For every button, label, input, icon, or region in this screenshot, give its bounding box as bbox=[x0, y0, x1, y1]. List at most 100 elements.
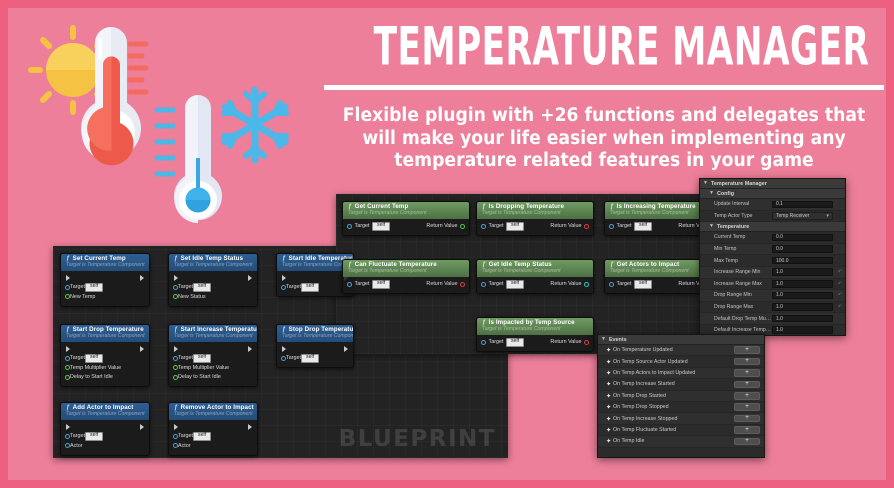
property-input[interactable]: 1.0 bbox=[772, 280, 833, 288]
node-pin[interactable]: Delay to Start Idle bbox=[65, 373, 145, 383]
property-input[interactable]: 1.0 bbox=[772, 268, 833, 277]
exec-row[interactable] bbox=[65, 274, 145, 283]
node-pin-row[interactable]: Target self Return Value bbox=[481, 337, 589, 348]
node-pin[interactable]: Target self bbox=[65, 431, 145, 442]
target-pin[interactable]: Target self bbox=[609, 279, 653, 289]
pin-value[interactable]: self bbox=[300, 353, 320, 363]
blueprint-node[interactable]: ƒ Set Idle Temp Status Target is Temperatu… bbox=[168, 253, 258, 307]
reset-arrow-icon[interactable]: ↶ bbox=[837, 280, 843, 287]
add-event-button[interactable]: + bbox=[734, 381, 760, 389]
add-event-button[interactable]: + bbox=[734, 403, 760, 411]
property-input[interactable]: 100.0 bbox=[772, 256, 833, 265]
node-pin[interactable]: Delay to Start Idle bbox=[173, 373, 253, 383]
target-pin[interactable]: Target self bbox=[481, 279, 525, 289]
target-pin[interactable]: Target self bbox=[481, 221, 525, 231]
property-input[interactable]: 1.0 bbox=[772, 326, 833, 335]
exec-in-pin-icon[interactable] bbox=[66, 346, 70, 353]
return-value-pin[interactable]: Return Value bbox=[550, 281, 589, 287]
pin-value[interactable]: self bbox=[84, 431, 104, 441]
pin-dot-icon[interactable] bbox=[460, 223, 465, 229]
exec-in-pin-icon[interactable] bbox=[174, 424, 178, 431]
node-pin-row[interactable]: Target self Return Value bbox=[481, 279, 589, 290]
node-pin[interactable]: Actor bbox=[173, 441, 253, 451]
node-pin[interactable]: Actor bbox=[65, 441, 145, 451]
add-event-button[interactable]: + bbox=[734, 358, 760, 366]
add-event-button[interactable]: + bbox=[734, 426, 760, 434]
blueprint-node[interactable]: ƒ Start Drop Temperature Target is Tempera… bbox=[60, 324, 150, 388]
exec-out-pin-icon[interactable] bbox=[248, 424, 252, 431]
blueprint-node[interactable]: ƒ Start Increase Temperature Target is Tem… bbox=[168, 324, 258, 388]
pin-value[interactable]: self bbox=[84, 282, 104, 292]
blueprint-node[interactable]: ƒ Set Current Temp Target is Temperature C… bbox=[60, 253, 150, 307]
pin-value[interactable]: self bbox=[192, 353, 212, 363]
node-pin-row[interactable]: Target self Return Value bbox=[347, 279, 465, 290]
pin-value[interactable]: self bbox=[633, 279, 653, 289]
pin-dot-icon[interactable] bbox=[347, 223, 352, 229]
pin-value[interactable]: self bbox=[192, 282, 212, 292]
pin-value[interactable]: self bbox=[371, 221, 391, 231]
blueprint-node[interactable]: ƒ Add Actor to Impact Target is Temperatur… bbox=[60, 402, 150, 456]
pin-dot-icon[interactable] bbox=[281, 284, 286, 290]
blueprint-node[interactable]: ƒ Is Impacted by Temp Source Target is Tem… bbox=[476, 317, 594, 353]
exec-row[interactable] bbox=[173, 423, 253, 432]
node-pin[interactable]: Target self bbox=[173, 431, 253, 442]
pin-dot-icon[interactable] bbox=[65, 365, 70, 371]
exec-row[interactable] bbox=[173, 345, 253, 354]
pin-dot-icon[interactable] bbox=[173, 355, 178, 361]
node-pin[interactable]: New Temp bbox=[65, 292, 145, 302]
node-pin[interactable]: Target self bbox=[281, 353, 349, 364]
pin-dot-icon[interactable] bbox=[584, 281, 589, 287]
pin-value[interactable]: self bbox=[505, 337, 525, 347]
pin-dot-icon[interactable] bbox=[65, 443, 70, 449]
node-pin[interactable]: New Status bbox=[173, 292, 253, 302]
property-input[interactable]: 1.0 bbox=[772, 291, 833, 300]
details-panel-header[interactable]: ▼ Temperature Manager bbox=[700, 179, 845, 189]
exec-in-pin-icon[interactable] bbox=[66, 424, 70, 431]
pin-dot-icon[interactable] bbox=[609, 281, 614, 287]
exec-row[interactable] bbox=[281, 274, 349, 283]
node-pin[interactable]: Target self bbox=[65, 353, 145, 364]
pin-dot-icon[interactable] bbox=[173, 443, 178, 449]
blueprint-node[interactable]: ƒ Get Current Temp Target is Temperature C… bbox=[342, 201, 470, 237]
exec-row[interactable] bbox=[65, 423, 145, 432]
reset-arrow-icon[interactable]: ↶ bbox=[837, 269, 843, 276]
blueprint-node[interactable]: ƒ Is Dropping Temperature Target is Temper… bbox=[476, 201, 594, 237]
exec-out-pin-icon[interactable] bbox=[248, 346, 252, 353]
property-input[interactable]: 0.0 bbox=[772, 233, 833, 242]
pin-dot-icon[interactable] bbox=[281, 355, 286, 361]
details-section-header[interactable]: ▼ Temperature bbox=[700, 222, 845, 233]
node-pin-row[interactable]: Target self Return Value bbox=[481, 221, 589, 232]
exec-in-pin-icon[interactable] bbox=[66, 275, 70, 282]
target-pin[interactable]: Target self bbox=[609, 221, 653, 231]
blueprint-node[interactable]: ƒ Get Idle Temp Status Target is Temperatu… bbox=[476, 259, 594, 295]
pin-dot-icon[interactable] bbox=[460, 281, 465, 287]
reset-arrow-icon[interactable]: ↶ bbox=[837, 304, 843, 311]
details-panel[interactable]: ▼ Temperature Manager ▼ Config Update Inte… bbox=[699, 178, 846, 336]
node-pin[interactable]: Temp Multiplier Value bbox=[173, 363, 253, 373]
add-event-button[interactable]: + bbox=[734, 392, 760, 400]
pin-value[interactable]: self bbox=[505, 279, 525, 289]
pin-value[interactable]: self bbox=[192, 431, 212, 441]
exec-row[interactable] bbox=[173, 274, 253, 283]
property-input[interactable]: 0.1 bbox=[772, 200, 833, 209]
blueprint-node[interactable]: ƒ Remove Actor to Impact Target is Tempera… bbox=[168, 402, 258, 456]
pin-dot-icon[interactable] bbox=[65, 374, 70, 380]
property-input[interactable]: 1.0 bbox=[772, 314, 833, 323]
exec-row[interactable] bbox=[281, 345, 349, 354]
pin-value[interactable]: self bbox=[633, 221, 653, 231]
return-value-pin[interactable]: Return Value bbox=[426, 281, 465, 287]
pin-dot-icon[interactable] bbox=[65, 433, 70, 439]
target-pin[interactable]: Target self bbox=[347, 221, 391, 231]
pin-value[interactable]: self bbox=[300, 282, 320, 292]
events-panel[interactable]: ▼ Events ✦ On Temperature Updated + ✦ On Tem… bbox=[597, 334, 765, 458]
property-input[interactable]: 1.0 bbox=[772, 303, 833, 311]
pin-dot-icon[interactable] bbox=[65, 355, 70, 361]
add-event-button[interactable]: + bbox=[734, 346, 760, 354]
return-value-pin[interactable]: Return Value bbox=[550, 223, 589, 229]
pin-dot-icon[interactable] bbox=[173, 365, 178, 371]
exec-row[interactable] bbox=[65, 345, 145, 354]
target-pin[interactable]: Target self bbox=[347, 279, 391, 289]
pin-dot-icon[interactable] bbox=[609, 223, 614, 229]
details-section-header[interactable]: ▼ Config bbox=[700, 189, 845, 199]
pin-dot-icon[interactable] bbox=[347, 281, 352, 287]
